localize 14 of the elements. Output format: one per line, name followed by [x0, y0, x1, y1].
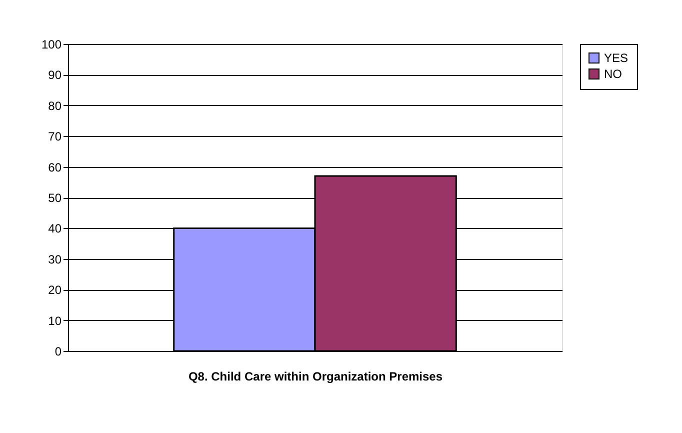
y-tick-label: 100 [41, 38, 62, 52]
y-tick-label: 20 [48, 283, 62, 298]
x-axis-title: Q8. Child Care within Organization Premises [188, 370, 443, 384]
y-tick-label: 60 [48, 160, 62, 174]
legend-label: NO [604, 67, 622, 81]
y-tick-label: 70 [48, 130, 62, 144]
legend-label: YES [604, 51, 628, 65]
y-tick-label: 40 [48, 222, 62, 236]
y-tick-label: 30 [48, 252, 62, 266]
y-tick-label: 80 [48, 98, 62, 113]
y-tick-label: 10 [48, 314, 62, 328]
y-tick-label: 50 [48, 191, 62, 205]
y-tick-label: 0 [54, 344, 62, 358]
y-tick-label: 90 [48, 68, 62, 82]
